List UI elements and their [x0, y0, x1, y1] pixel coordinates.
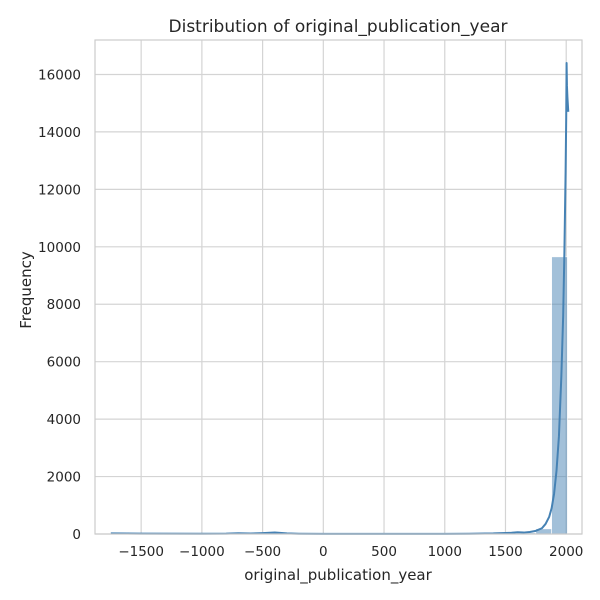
- y-tick-label: 14000: [38, 125, 81, 141]
- y-tick-label: 6000: [47, 355, 81, 371]
- x-tick-labels: −1500 −1000 −500 0 500 1000 1500 2000: [118, 544, 583, 560]
- plot-frame: [94, 39, 583, 535]
- y-tick-label: 0: [72, 527, 81, 543]
- histogram-bars: [110, 256, 568, 535]
- x-tick-label: 0: [319, 544, 328, 560]
- x-tick-label: 2000: [549, 544, 583, 560]
- y-tick-label: 8000: [47, 297, 81, 313]
- x-tick-label: −500: [244, 544, 281, 560]
- x-tick-label: −1000: [179, 544, 225, 560]
- x-tick-label: −1500: [118, 544, 164, 560]
- y-axis-label: Frequency: [17, 251, 35, 329]
- axes-frame: [94, 39, 583, 535]
- kde-curve: [110, 61, 570, 535]
- y-tick-label: 4000: [47, 412, 81, 428]
- x-axis-label: original_publication_year: [244, 566, 432, 585]
- kde-curve-layer: [110, 61, 570, 535]
- y-tick-label: 2000: [47, 470, 81, 486]
- grid: [95, 40, 582, 535]
- y-tick-labels: 0 2000 4000 6000 8000 10000 12000 14000 16000: [38, 67, 81, 543]
- x-tick-label: 500: [371, 544, 397, 560]
- x-tick-label: 1000: [428, 544, 462, 560]
- y-tick-label: 10000: [38, 240, 81, 256]
- x-tick-label: 1500: [488, 544, 522, 560]
- y-tick-label: 12000: [38, 182, 81, 198]
- y-tick-label: 16000: [38, 67, 81, 83]
- chart-title: Distribution of original_publication_yea…: [169, 17, 508, 37]
